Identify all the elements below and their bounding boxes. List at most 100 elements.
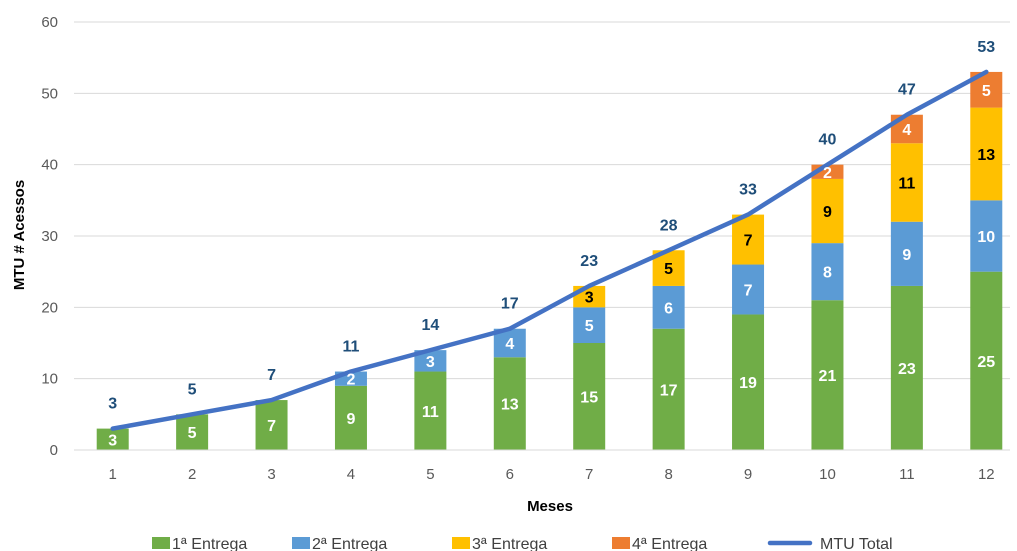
- total-value-label: 14: [421, 317, 439, 334]
- x-axis-title: Meses: [527, 498, 573, 515]
- bar-segment: [652, 328, 685, 450]
- bar-value-label: 11: [898, 176, 915, 193]
- y-tick-label: 60: [41, 14, 58, 31]
- bar-value-label: 25: [977, 354, 995, 371]
- bar-value-label: 2: [347, 372, 356, 389]
- bar-value-label: 3: [426, 354, 435, 371]
- total-value-label: 33: [739, 182, 757, 199]
- bar-segment: [732, 214, 765, 265]
- y-axis-title: MTU # Acessos: [11, 180, 28, 290]
- bar-segment: [414, 350, 447, 372]
- y-tick-label: 0: [50, 442, 58, 459]
- x-tick-label: 5: [426, 466, 434, 483]
- x-tick-label: 1: [109, 466, 117, 483]
- total-line: [110, 69, 989, 431]
- bar-value-label: 6: [664, 300, 673, 317]
- bar-value-label: 8: [823, 265, 832, 282]
- bar-segment: [732, 314, 765, 450]
- legend: 1ª Entrega 2ª Entrega 3ª Entrega 4ª Entrega…: [152, 536, 893, 551]
- bar-value-label: 13: [501, 397, 519, 414]
- bar-value-label: 7: [744, 233, 753, 250]
- bar-segment: [493, 357, 526, 450]
- legend-label: MTU Total: [820, 536, 893, 551]
- bar-segment: [811, 243, 844, 301]
- bar-value-label: 5: [188, 425, 197, 442]
- legend-label: 3ª Entrega: [472, 536, 547, 551]
- bar-segment: [652, 285, 685, 329]
- total-value-label: 23: [580, 253, 598, 270]
- bar-value-label: 5: [982, 83, 991, 100]
- bar-segment: [890, 143, 923, 222]
- total-value-label: 3: [108, 396, 117, 413]
- legend-label: 1ª Entrega: [172, 536, 247, 551]
- bar-segment: [970, 107, 1003, 201]
- bar-segment: [176, 414, 209, 450]
- segment-labels: 3 5 7 9 2 11 3 13 4 15 5 3 17 6 5 19 7 7 21 8 9 2 23 9 11 4 25 10 13…: [108, 83, 995, 450]
- bar-segment: [96, 428, 129, 450]
- bar-segment: [811, 178, 844, 244]
- x-tick-label: 4: [347, 466, 355, 483]
- total-value-label: 11: [342, 339, 359, 356]
- bar-segment: [890, 221, 923, 286]
- x-tick-label: 2: [188, 466, 196, 483]
- bar-value-label: 19: [739, 375, 757, 392]
- gridlines: [74, 21, 1010, 380]
- bar-value-label: 10: [977, 229, 995, 246]
- legend-swatch: [152, 537, 170, 549]
- bar-segment: [334, 385, 367, 450]
- total-value-label: 17: [501, 296, 519, 313]
- bar-segment: [573, 343, 606, 450]
- legend-swatch: [612, 537, 630, 549]
- bar-value-label: 9: [347, 411, 356, 428]
- bar-value-label: 23: [898, 361, 916, 378]
- bar-value-label: 7: [267, 418, 276, 435]
- bar-value-label: 11: [422, 404, 439, 421]
- bar-segment: [890, 285, 923, 450]
- bar-value-label: 3: [585, 290, 594, 307]
- legend-label: 4ª Entrega: [632, 536, 707, 551]
- bar-segment: [970, 200, 1003, 272]
- x-tick-label: 12: [978, 466, 995, 483]
- y-tick-label: 50: [41, 85, 58, 102]
- total-value-label: 7: [267, 367, 276, 384]
- bar-value-label: 2: [823, 165, 832, 182]
- bar-value-label: 17: [660, 382, 678, 399]
- x-tick-label: 9: [744, 466, 752, 483]
- bar-value-label: 3: [108, 432, 117, 449]
- x-tick-label: 6: [506, 466, 514, 483]
- y-tick-label: 10: [41, 371, 58, 388]
- bar-value-label: 13: [977, 147, 995, 164]
- total-line-path: [110, 69, 989, 431]
- bar-value-label: 21: [819, 368, 837, 385]
- x-tick-label: 11: [899, 466, 915, 483]
- total-value-label: 40: [819, 132, 837, 149]
- bar-segment: [255, 400, 288, 450]
- total-value-label: 28: [660, 217, 678, 234]
- bar-segment: [811, 300, 844, 450]
- legend-label: 2ª Entrega: [312, 536, 387, 551]
- bar-value-label: 5: [585, 318, 594, 335]
- x-tick-label: 8: [664, 466, 672, 483]
- bar-segment: [414, 371, 447, 450]
- y-tick-label: 40: [41, 157, 58, 174]
- bar-value-label: 4: [902, 122, 911, 139]
- y-tick-label: 20: [41, 299, 58, 316]
- legend-swatch: [292, 537, 310, 549]
- x-axis-ticks: 1 2 3 4 5 6 7 8 9 10 11 12: [109, 466, 995, 483]
- y-axis-ticks: 0 10 20 30 40 50 60: [41, 14, 58, 459]
- bar-value-label: 15: [580, 390, 598, 407]
- x-tick-label: 10: [819, 466, 836, 483]
- bar-segment: [970, 271, 1003, 450]
- total-value-label: 47: [898, 82, 916, 99]
- total-value-label: 5: [188, 381, 197, 398]
- bar-segment: [732, 264, 765, 315]
- y-tick-label: 30: [41, 228, 58, 245]
- bar-value-label: 9: [902, 247, 911, 264]
- bar-value-label: 7: [744, 283, 753, 300]
- bars: [96, 71, 1003, 450]
- bar-value-label: 9: [823, 204, 832, 221]
- legend-swatch: [452, 537, 470, 549]
- total-value-label: 53: [977, 39, 995, 56]
